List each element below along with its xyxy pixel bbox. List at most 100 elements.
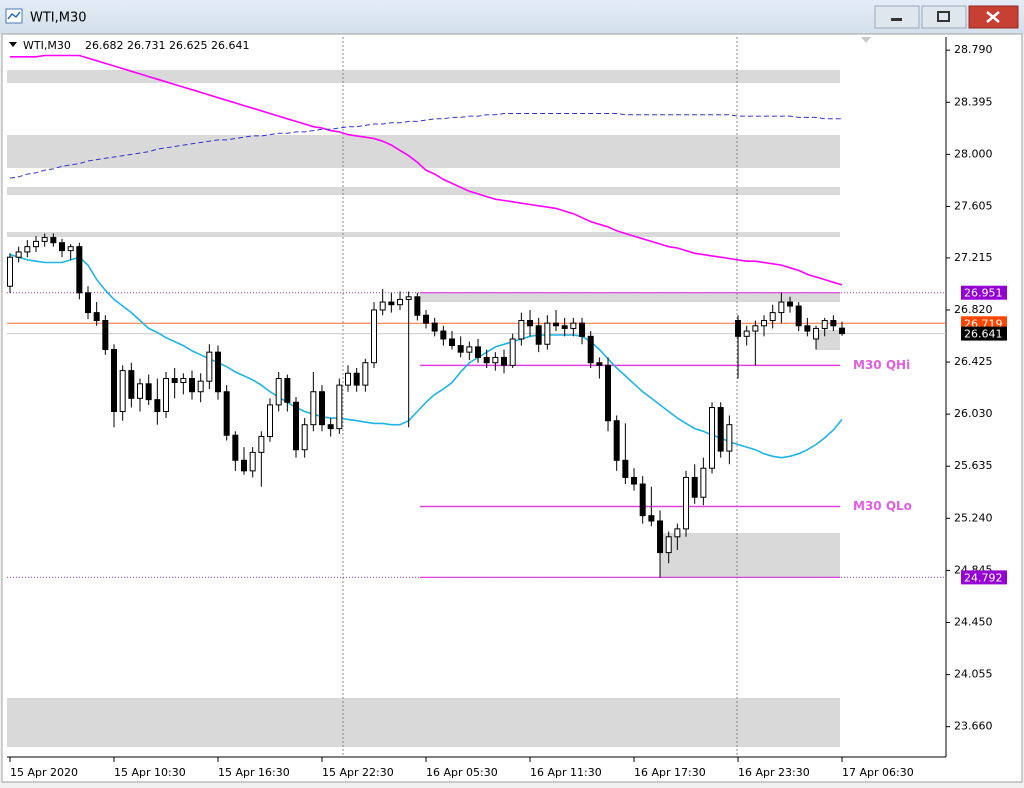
candle-body xyxy=(379,301,386,311)
candle-body xyxy=(587,335,594,364)
header-high: 26.731 xyxy=(127,39,166,52)
y-tick-label: 25.635 xyxy=(954,459,993,472)
x-tick-label: 16 Apr 23:30 xyxy=(738,766,810,779)
level-label: M30 QLo xyxy=(853,499,912,513)
candle-body xyxy=(145,383,152,401)
candle-body xyxy=(7,256,13,287)
candle-body xyxy=(154,399,161,413)
candle-body xyxy=(301,424,308,451)
zone xyxy=(420,293,840,302)
x-tick-label: 17 Apr 06:30 xyxy=(842,766,914,779)
x-tick-label: 15 Apr 2020 xyxy=(10,766,78,779)
candle-body xyxy=(232,434,239,461)
moving-average xyxy=(10,54,843,286)
candle-body xyxy=(821,320,828,329)
candle-body xyxy=(683,476,690,530)
moving-average xyxy=(9,113,842,179)
candle-body xyxy=(353,372,360,386)
candle-body xyxy=(613,420,620,461)
candle-body xyxy=(544,322,551,345)
candle-body xyxy=(397,298,404,306)
header-open: 26.682 xyxy=(85,39,124,52)
candle-body xyxy=(319,391,326,426)
y-tick-label: 26.425 xyxy=(954,355,993,368)
level-label: M30 QHi xyxy=(853,358,910,372)
candle-body xyxy=(180,378,187,383)
title-bar xyxy=(0,0,1024,34)
candle-body xyxy=(622,459,629,478)
candle-body xyxy=(405,296,412,300)
candle-body xyxy=(535,325,542,345)
y-tick-label: 27.605 xyxy=(954,199,993,212)
candle-body xyxy=(327,424,334,430)
candle-body xyxy=(119,370,126,413)
candle-body xyxy=(735,320,742,337)
header-low: 26.625 xyxy=(169,39,208,52)
price-box xyxy=(961,285,1007,300)
candle-body xyxy=(171,378,178,383)
candle-body xyxy=(752,325,759,332)
candle-body xyxy=(371,309,378,364)
candle-body xyxy=(830,320,837,327)
candle-body xyxy=(665,536,672,554)
zone xyxy=(7,135,840,168)
header-arrow xyxy=(9,42,17,47)
x-tick-label: 16 Apr 17:30 xyxy=(634,766,706,779)
candle-body xyxy=(717,407,724,452)
candle-body xyxy=(691,476,698,498)
zone xyxy=(7,70,840,83)
candle-body xyxy=(449,338,456,347)
candle-body xyxy=(388,301,395,306)
y-tick-label: 24.450 xyxy=(954,615,993,628)
zones xyxy=(7,70,840,747)
y-tick-label: 26.030 xyxy=(954,407,993,420)
candle-body xyxy=(709,407,716,469)
candle-body xyxy=(605,364,612,422)
zone xyxy=(660,533,840,577)
zone xyxy=(816,330,840,350)
y-tick-label: 28.395 xyxy=(954,95,993,108)
y-tick-label: 25.240 xyxy=(954,511,993,524)
y-tick-label: 23.660 xyxy=(954,720,993,733)
candle-body xyxy=(128,370,135,399)
window-icon-line xyxy=(7,11,21,20)
x-tick-label: 15 Apr 16:30 xyxy=(218,766,290,779)
minimize-button[interactable] xyxy=(874,5,920,29)
x-tick-label: 16 Apr 11:30 xyxy=(530,766,602,779)
candle-body xyxy=(726,424,733,452)
candle-body xyxy=(501,356,508,366)
candle-body xyxy=(310,391,317,426)
candle-body xyxy=(76,246,83,294)
price-box-label: 26.951 xyxy=(964,287,1003,300)
candle-body xyxy=(795,305,802,327)
moving-average xyxy=(9,253,843,459)
x-tick-label: 15 Apr 22:30 xyxy=(322,766,394,779)
candle-body xyxy=(778,301,785,314)
candle-body xyxy=(111,349,118,413)
y-tick-label: 28.000 xyxy=(954,147,993,160)
candle-body xyxy=(197,380,204,393)
candle-body xyxy=(33,240,40,248)
candle-body xyxy=(50,236,57,244)
candle-body xyxy=(336,384,343,430)
window-title: WTI,M30 xyxy=(30,11,87,26)
candle-body xyxy=(440,330,447,340)
candle-body xyxy=(743,330,750,337)
candle-body xyxy=(102,320,109,351)
candle-body xyxy=(839,327,846,335)
candle-body xyxy=(509,338,516,366)
close-icon xyxy=(986,11,1000,23)
candle-body xyxy=(414,296,421,316)
candle-body xyxy=(813,327,820,340)
candle-body xyxy=(59,242,66,252)
zone xyxy=(7,187,840,195)
restore-icon xyxy=(937,11,950,22)
y-tick-label: 24.055 xyxy=(954,668,993,681)
candle-body xyxy=(85,292,92,314)
candle-body xyxy=(631,476,638,485)
restore-button[interactable] xyxy=(921,5,967,29)
candle-body xyxy=(527,320,534,327)
candle-body xyxy=(648,515,655,522)
